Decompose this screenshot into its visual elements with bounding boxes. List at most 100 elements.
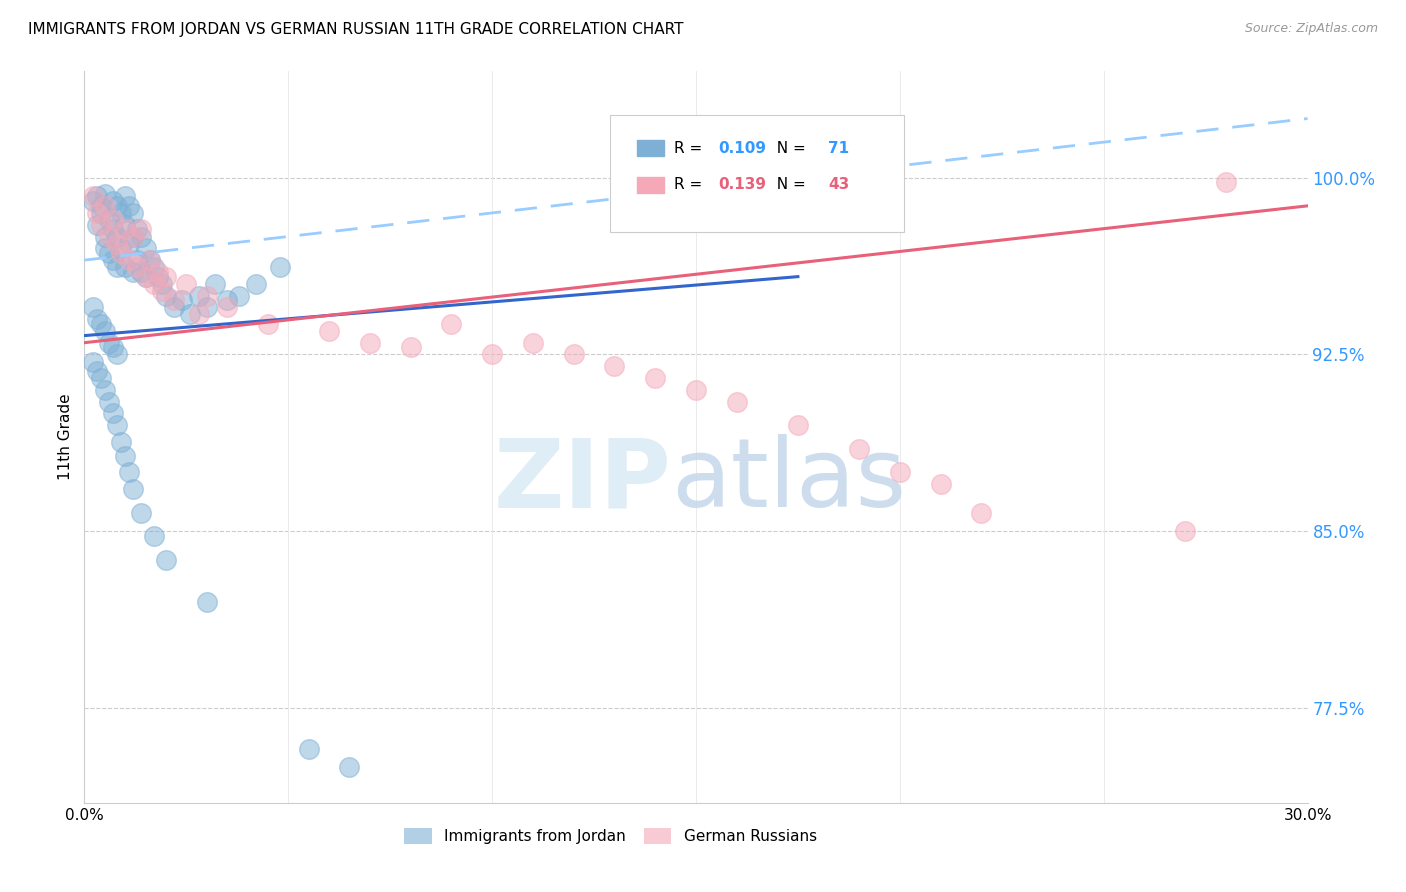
Point <box>142 260 165 275</box>
Point <box>114 218 136 232</box>
Point <box>93 199 115 213</box>
Point <box>685 383 707 397</box>
Point <box>481 347 503 361</box>
Point <box>195 301 218 315</box>
Point <box>440 317 463 331</box>
Point <box>195 288 218 302</box>
Point <box>90 206 112 220</box>
Point <box>101 253 124 268</box>
Point <box>122 206 145 220</box>
Text: Source: ZipAtlas.com: Source: ZipAtlas.com <box>1244 22 1378 36</box>
Point <box>269 260 291 275</box>
FancyBboxPatch shape <box>610 115 904 232</box>
Bar <box>637 140 664 156</box>
Point <box>603 359 626 374</box>
Text: R =: R = <box>673 141 707 156</box>
Point <box>82 354 104 368</box>
Point <box>101 222 124 236</box>
Point <box>135 269 157 284</box>
Point <box>97 394 120 409</box>
Text: ZIP: ZIP <box>494 434 672 527</box>
Point <box>101 407 124 421</box>
Point <box>245 277 267 291</box>
Point <box>93 324 115 338</box>
Point <box>174 277 197 291</box>
Point <box>118 466 141 480</box>
Point <box>90 199 112 213</box>
Text: 43: 43 <box>828 178 849 193</box>
Text: R =: R = <box>673 178 707 193</box>
Point <box>114 189 136 203</box>
Point <box>105 260 128 275</box>
Point <box>82 194 104 208</box>
Point <box>150 284 173 298</box>
Point <box>122 229 145 244</box>
Point <box>86 206 108 220</box>
Point <box>122 229 145 244</box>
Point <box>101 213 124 227</box>
Text: 0.139: 0.139 <box>718 178 766 193</box>
Point <box>86 312 108 326</box>
Point <box>257 317 280 331</box>
Point <box>848 442 870 456</box>
Point <box>105 236 128 251</box>
Point <box>86 189 108 203</box>
Point <box>522 335 544 350</box>
Point <box>90 317 112 331</box>
Point <box>110 241 132 255</box>
Point <box>93 383 115 397</box>
Point <box>142 277 165 291</box>
Point <box>163 301 186 315</box>
Legend: Immigrants from Jordan, German Russians: Immigrants from Jordan, German Russians <box>398 822 823 850</box>
Point <box>399 340 422 354</box>
Point <box>90 371 112 385</box>
Point <box>101 194 124 208</box>
Point <box>110 206 132 220</box>
Point <box>318 324 340 338</box>
Text: IMMIGRANTS FROM JORDAN VS GERMAN RUSSIAN 11TH GRADE CORRELATION CHART: IMMIGRANTS FROM JORDAN VS GERMAN RUSSIAN… <box>28 22 683 37</box>
Point <box>105 229 128 244</box>
Point <box>187 307 209 321</box>
Point <box>179 307 201 321</box>
Point <box>105 199 128 213</box>
Point <box>359 335 381 350</box>
Text: atlas: atlas <box>672 434 907 527</box>
Point <box>163 293 186 308</box>
Point <box>644 371 666 385</box>
Point <box>86 364 108 378</box>
Point <box>97 213 120 227</box>
Point <box>97 335 120 350</box>
Point <box>889 466 911 480</box>
Point <box>146 269 169 284</box>
Point <box>142 529 165 543</box>
Y-axis label: 11th Grade: 11th Grade <box>58 393 73 481</box>
Point <box>172 293 194 308</box>
Text: 71: 71 <box>828 141 849 156</box>
Point <box>929 477 952 491</box>
Point <box>970 506 993 520</box>
Point <box>86 218 108 232</box>
Point <box>93 229 115 244</box>
Point <box>138 253 160 268</box>
Point <box>93 187 115 202</box>
Point <box>114 449 136 463</box>
Point <box>155 288 177 302</box>
Point <box>122 482 145 496</box>
Point <box>217 293 239 308</box>
Point <box>298 741 321 756</box>
Point <box>93 241 115 255</box>
Point <box>131 506 153 520</box>
Point <box>725 394 748 409</box>
Point <box>122 265 145 279</box>
Point <box>97 229 120 244</box>
Point <box>131 265 153 279</box>
Point <box>127 253 149 268</box>
Point <box>562 347 585 361</box>
Point <box>114 260 136 275</box>
Point <box>105 418 128 433</box>
Point <box>127 260 149 275</box>
Point <box>195 595 218 609</box>
Point <box>228 288 250 302</box>
Point <box>155 269 177 284</box>
Point <box>1174 524 1197 539</box>
